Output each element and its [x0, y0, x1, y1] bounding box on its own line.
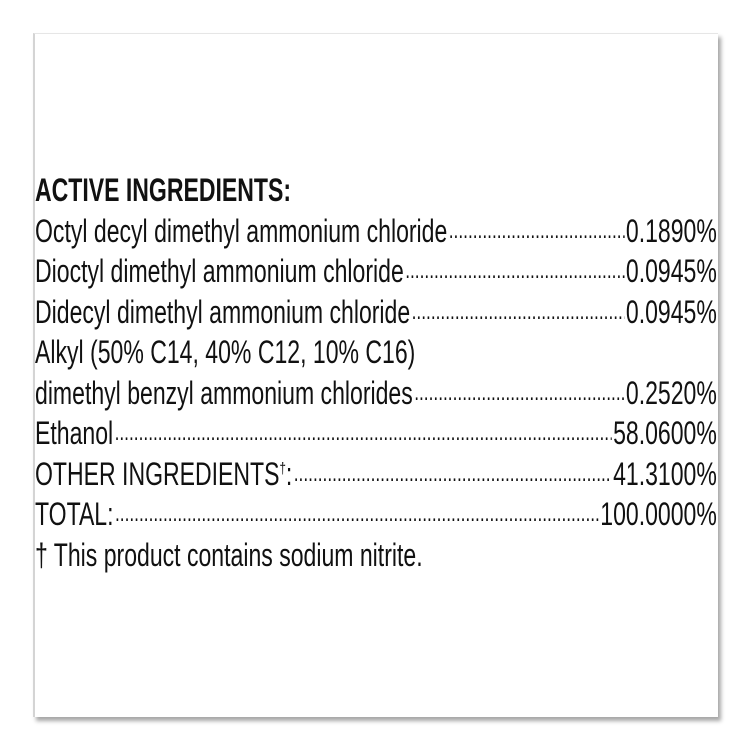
total-value: 100.0000%	[600, 496, 717, 532]
other-name: OTHER INGREDIENTS	[35, 455, 280, 492]
ingredients-panel: ACTIVE INGREDIENTS: Octyl decyl dimethyl…	[35, 170, 717, 575]
other-ingredients-row: OTHER INGREDIENTS†: 41.3100%	[35, 454, 717, 495]
other-ingredients-label: OTHER INGREDIENTS†:	[35, 454, 292, 495]
ingredient-name-line1: Alkyl (50% C14, 40% C12, 10% C16)	[35, 334, 416, 370]
ingredient-row: Octyl decyl dimethyl ammonium chloride 0.…	[35, 211, 717, 252]
leader-dots	[294, 454, 612, 495]
ingredient-row: Ethanol 58.0600%	[35, 413, 717, 454]
total-row: TOTAL: 100.0000%	[35, 494, 717, 535]
ingredient-row: Didecyl dimethyl ammonium chloride 0.0945…	[35, 292, 717, 333]
ingredient-row: dimethyl benzyl ammonium chlorides 0.2520…	[35, 373, 717, 414]
active-ingredients-heading: ACTIVE INGREDIENTS:	[35, 172, 292, 208]
dagger-mark: †	[279, 459, 286, 477]
ingredient-row: Dioctyl dimethyl ammonium chloride 0.0945…	[35, 251, 717, 292]
footnote: † This product contains sodium nitrite.	[35, 536, 423, 573]
ingredient-value: 0.1890%	[625, 212, 717, 249]
ingredient-name: Octyl decyl dimethyl ammonium chloride	[35, 212, 448, 249]
leader-dots	[405, 251, 624, 292]
leader-dots	[412, 292, 625, 333]
ingredient-value: 58.0600%	[613, 415, 717, 451]
colon: :	[285, 455, 293, 492]
leader-dots	[115, 494, 599, 535]
ingredient-name: Dioctyl dimethyl ammonium chloride	[35, 253, 404, 289]
ingredient-name: Didecyl dimethyl ammonium chloride	[35, 293, 411, 330]
ingredient-value: 0.2520%	[625, 374, 717, 411]
leader-dots	[414, 373, 624, 414]
ingredient-name: dimethyl benzyl ammonium chlorides	[35, 374, 413, 411]
leader-dots	[115, 413, 612, 454]
other-ingredients-value: 41.3100%	[613, 455, 717, 492]
ingredient-value: 0.0945%	[625, 253, 717, 289]
leader-dots	[449, 211, 625, 252]
ingredient-name: Ethanol	[35, 415, 114, 451]
total-label: TOTAL:	[35, 496, 114, 532]
ingredient-value: 0.0945%	[625, 293, 717, 330]
